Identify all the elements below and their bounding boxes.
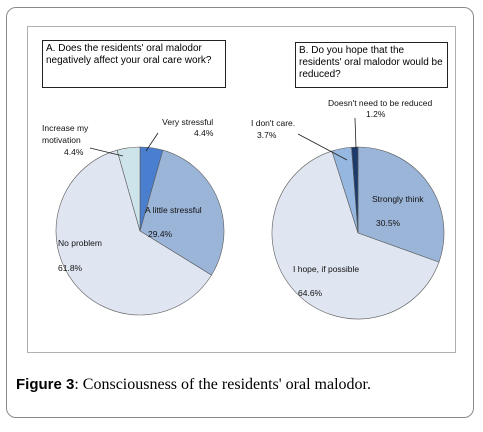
- figure-caption: Figure 3: Consciousness of the residents…: [16, 376, 371, 394]
- pie-b-value-dont-care: 3.7%: [257, 130, 277, 140]
- leader-line-very-stressful: [145, 132, 159, 152]
- pie-a-label-very-stressful-name: Very stressful: [162, 117, 214, 127]
- pie-b-title: B. Do you hope that the residents' oral …: [295, 42, 448, 88]
- pie-a-label-very-stressful-value: 4.4%: [194, 128, 214, 138]
- pie-b-label-strongly-think: Strongly think: [372, 194, 424, 204]
- pie-b-value-strongly-think: 30.5%: [376, 218, 401, 228]
- pie-b-value-hope: 64.6%: [298, 288, 323, 298]
- figure-caption-text: : Consciousness of the residents' oral m…: [74, 376, 371, 393]
- pie-slice-strongly-think: [357, 146, 445, 263]
- chart-area: [27, 26, 456, 353]
- pie-a-label-no-problem: No problem: [58, 238, 102, 248]
- leader-line-increase-motivation: [89, 147, 124, 157]
- pie-a-value-increase-motivation: 4.4%: [64, 147, 84, 157]
- pie-a-title: A. Does the residents' oral malodor nega…: [42, 40, 226, 88]
- pie-b-label-dont-care: I don't care.: [251, 118, 296, 128]
- pie-a-value-little-stressful: 29.4%: [148, 229, 173, 239]
- pie-a-label-very-stressful: Very stressful 4.4%: [162, 117, 213, 139]
- figure-frame: [6, 7, 474, 418]
- pie-chart-a: [55, 146, 225, 316]
- leader-line-dont-care: [297, 133, 348, 161]
- leader-line-no-need: [354, 117, 357, 149]
- pie-slice-no-problem: [55, 149, 212, 316]
- pie-chart-b: [271, 146, 445, 320]
- pie-slice-no-need: [351, 146, 359, 234]
- pie-b-value-no-need: 1.2%: [366, 109, 386, 119]
- figure-caption-label: Figure 3: [16, 376, 75, 393]
- pie-a-label-little-stressful: A little stressful: [145, 205, 202, 215]
- pie-b-label-hope: I hope, if possible: [293, 264, 360, 274]
- pie-a-value-no-problem: 61.8%: [58, 263, 83, 273]
- pie-b-label-no-need: Doesn't need to be reduced: [328, 98, 433, 108]
- pie-slice-hope-if-possible: [271, 150, 440, 320]
- pie-slice-increase-motivation: [116, 146, 141, 232]
- pie-a-label-increase-motivation: Increase my motivation: [42, 123, 89, 145]
